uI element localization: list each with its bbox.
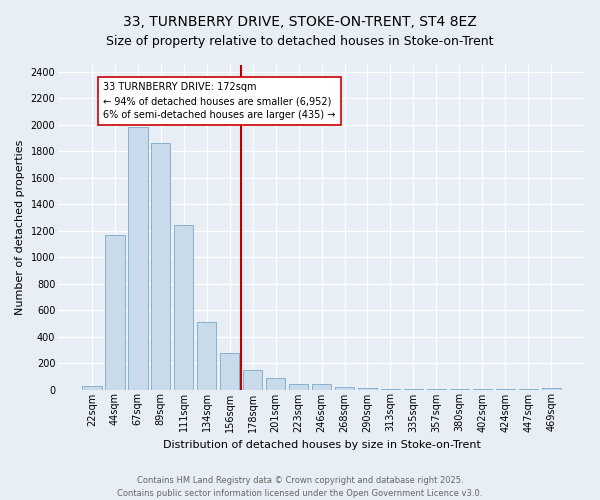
Bar (105, 234, 125, 390)
Bar (266, 378, 286, 390)
Bar (151, 143, 170, 390)
Text: Contains HM Land Registry data © Crown copyright and database right 2025.
Contai: Contains HM Land Registry data © Crown c… (118, 476, 482, 498)
Bar (312, 384, 331, 390)
Text: 33, TURNBERRY DRIVE, STOKE-ON-TRENT, ST4 8EZ: 33, TURNBERRY DRIVE, STOKE-ON-TRENT, ST4… (123, 15, 477, 29)
Bar (243, 370, 262, 390)
Bar (220, 353, 239, 390)
Bar (82, 386, 101, 390)
Bar (381, 389, 400, 390)
Bar (197, 322, 217, 390)
Text: Size of property relative to detached houses in Stoke-on-Trent: Size of property relative to detached ho… (106, 35, 494, 48)
Text: 33 TURNBERRY DRIVE: 172sqm
← 94% of detached houses are smaller (6,952)
6% of se: 33 TURNBERRY DRIVE: 172sqm ← 94% of deta… (103, 82, 335, 120)
Bar (174, 226, 193, 390)
Bar (289, 384, 308, 390)
Bar (128, 128, 148, 390)
X-axis label: Distribution of detached houses by size in Stoke-on-Trent: Distribution of detached houses by size … (163, 440, 481, 450)
Bar (542, 388, 561, 390)
Bar (358, 388, 377, 390)
Bar (335, 387, 354, 390)
Y-axis label: Number of detached properties: Number of detached properties (15, 140, 25, 315)
